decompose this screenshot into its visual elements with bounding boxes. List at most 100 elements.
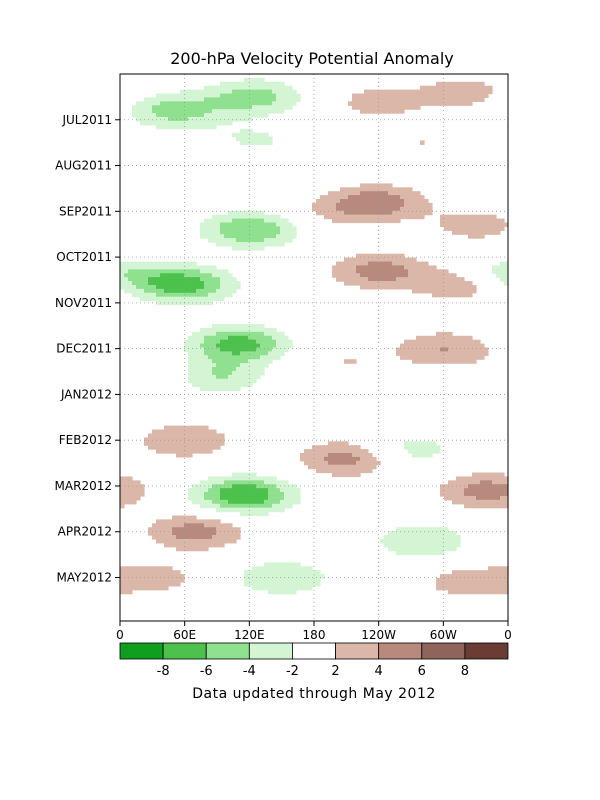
anomaly-cell — [268, 574, 273, 579]
anomaly-cell — [188, 445, 193, 450]
anomaly-cell — [212, 382, 217, 388]
anomaly-cell — [320, 202, 325, 208]
anomaly-cell — [276, 109, 281, 114]
anomaly-cell — [348, 261, 353, 267]
anomaly-cell — [204, 105, 209, 110]
anomaly-cell — [232, 116, 237, 122]
anomaly-cell — [244, 105, 249, 110]
anomaly-cell — [252, 109, 257, 114]
anomaly-cell — [400, 199, 405, 204]
anomaly-cell — [432, 281, 437, 286]
anomaly-cell — [420, 535, 425, 540]
anomaly-cell — [204, 331, 209, 337]
anomaly-cell — [264, 511, 269, 517]
anomaly-cell — [180, 300, 185, 306]
anomaly-cell — [368, 269, 373, 274]
anomaly-cell — [120, 503, 125, 509]
anomaly-cell — [216, 441, 221, 446]
anomaly-cell — [232, 238, 237, 243]
anomaly-cell — [412, 214, 417, 220]
anomaly-cell — [484, 492, 489, 497]
anomaly-cell — [192, 261, 197, 267]
anomaly-cell — [484, 218, 489, 224]
anomaly-cell — [276, 574, 281, 579]
anomaly-cell — [276, 581, 281, 587]
anomaly-cell — [240, 218, 245, 224]
anomaly-cell — [184, 535, 189, 540]
anomaly-cell — [260, 324, 265, 329]
anomaly-cell — [192, 347, 197, 353]
anomaly-cell — [268, 359, 273, 364]
anomaly-cell — [324, 456, 329, 462]
anomaly-cell — [168, 441, 173, 446]
anomaly-cell — [348, 449, 353, 454]
anomaly-cell — [344, 277, 349, 282]
anomaly-cell — [292, 581, 297, 587]
anomaly-cell — [212, 335, 217, 341]
anomaly-cell — [208, 124, 213, 130]
anomaly-cell — [480, 589, 485, 595]
anomaly-cell — [124, 288, 129, 294]
anomaly-cell — [276, 101, 281, 106]
anomaly-cell — [356, 210, 361, 216]
anomaly-cell — [452, 355, 457, 360]
anomaly-cell — [412, 202, 417, 208]
anomaly-cell — [180, 538, 185, 544]
anomaly-cell — [356, 269, 361, 274]
anomaly-cell — [320, 206, 325, 212]
anomaly-cell — [204, 120, 209, 126]
anomaly-cell — [204, 359, 209, 364]
anomaly-cell — [504, 495, 509, 501]
anomaly-cell — [232, 93, 237, 99]
anomaly-cell — [484, 93, 489, 99]
anomaly-cell — [228, 492, 233, 497]
anomaly-cell — [376, 109, 381, 114]
anomaly-cell — [332, 441, 337, 446]
anomaly-cell — [480, 578, 485, 583]
anomaly-cell — [452, 339, 457, 345]
anomaly-cell — [256, 511, 261, 517]
anomaly-cell — [440, 542, 445, 548]
anomaly-cell — [428, 206, 433, 212]
anomaly-cell — [284, 234, 289, 239]
anomaly-cell — [284, 335, 289, 341]
anomaly-cell — [456, 226, 461, 231]
anomaly-cell — [120, 566, 125, 571]
anomaly-cell — [360, 460, 365, 466]
anomaly-cell — [208, 269, 213, 274]
anomaly-cell — [384, 199, 389, 204]
anomaly-cell — [428, 452, 433, 458]
anomaly-cell — [344, 456, 349, 462]
anomaly-cell — [340, 472, 345, 478]
anomaly-cell — [408, 273, 413, 278]
anomaly-cell — [224, 230, 229, 235]
anomaly-cell — [484, 488, 489, 493]
anomaly-cell — [336, 452, 341, 458]
y-tick-label: SEP2011 — [59, 204, 112, 218]
anomaly-cell — [184, 93, 189, 99]
anomaly-cell — [448, 347, 453, 353]
anomaly-cell — [428, 210, 433, 216]
anomaly-cell — [216, 488, 221, 493]
anomaly-cell — [240, 343, 245, 349]
anomaly-cell — [236, 218, 241, 224]
anomaly-cell — [220, 495, 225, 501]
anomaly-cell — [272, 242, 277, 247]
anomaly-cell — [500, 261, 505, 267]
anomaly-cell — [424, 281, 429, 286]
anomaly-cell — [124, 566, 129, 571]
anomaly-cell — [212, 386, 217, 392]
anomaly-cell — [192, 355, 197, 360]
anomaly-cell — [280, 93, 285, 99]
anomaly-cell — [188, 284, 193, 290]
anomaly-cell — [160, 445, 165, 450]
anomaly-cell — [472, 499, 477, 505]
anomaly-cell — [376, 97, 381, 102]
anomaly-cell — [172, 425, 177, 431]
anomaly-cell — [224, 120, 229, 126]
anomaly-cell — [236, 242, 241, 247]
anomaly-cell — [448, 85, 453, 91]
anomaly-cell — [224, 495, 229, 501]
anomaly-cell — [160, 535, 165, 540]
anomaly-cell — [256, 140, 261, 145]
